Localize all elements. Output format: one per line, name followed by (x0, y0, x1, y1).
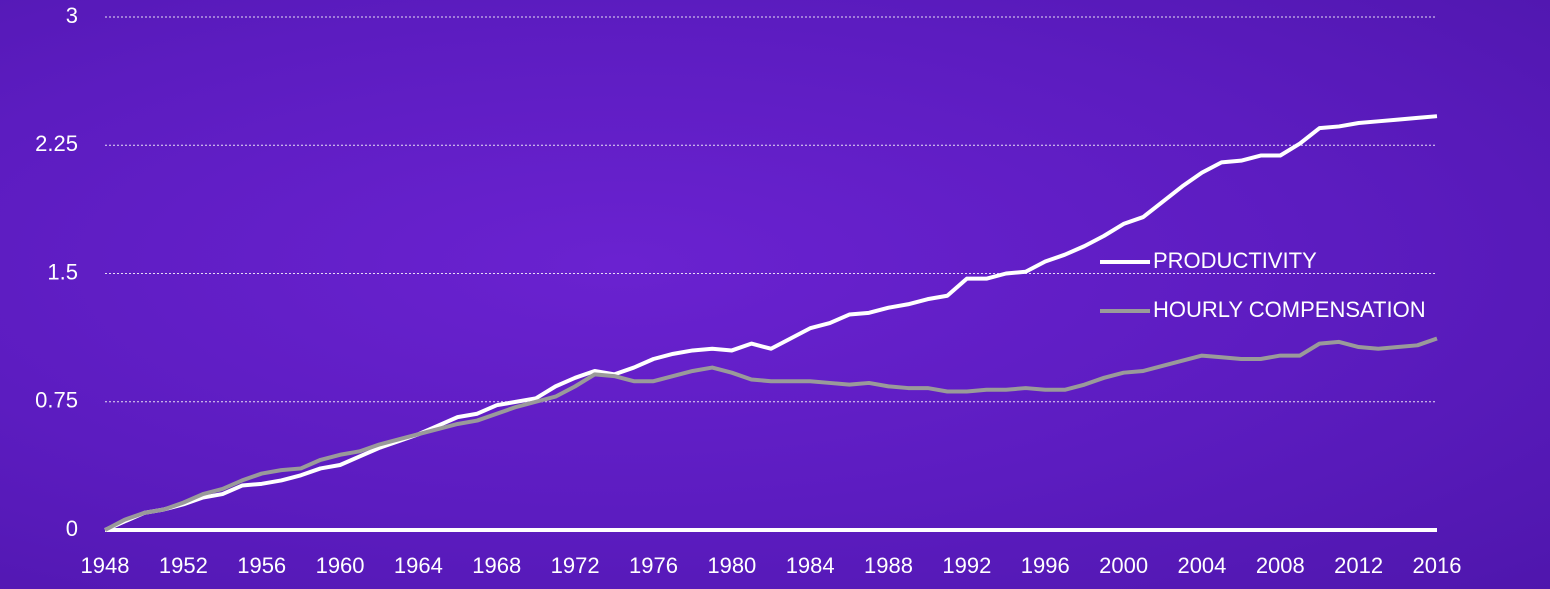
x-tick-label: 1988 (864, 553, 913, 578)
y-tick-label: 0.75 (35, 388, 78, 413)
x-tick-label: 1968 (472, 553, 521, 578)
series-line (105, 338, 1437, 530)
legend-label: HOURLY COMPENSATION (1153, 297, 1426, 322)
x-tick-label: 1992 (942, 553, 991, 578)
x-tick-label: 1976 (629, 553, 678, 578)
x-tick-label: 1972 (551, 553, 600, 578)
page: 0 0.75 1.5 2.25 3 1948 1952 1956 1960 1964 1968 197… (0, 0, 1550, 589)
x-tick-label: 2016 (1413, 553, 1462, 578)
x-tick-label: 2008 (1256, 553, 1305, 578)
x-tick-label: 1980 (707, 553, 756, 578)
x-tick-label: 2012 (1334, 553, 1383, 578)
x-tick-label: 1956 (237, 553, 286, 578)
x-tick-label: 1960 (316, 553, 365, 578)
chart: 0 0.75 1.5 2.25 3 1948 1952 1956 1960 1964 1968 197… (0, 0, 1550, 589)
y-tick-label: 1.5 (47, 259, 78, 284)
x-tick-label: 1964 (394, 553, 443, 578)
x-tick-label: 2004 (1177, 553, 1226, 578)
x-tick-label: 2000 (1099, 553, 1148, 578)
x-tick-label: 1952 (159, 553, 208, 578)
x-tick-label: 1996 (1021, 553, 1070, 578)
y-tick-label: 0 (66, 516, 78, 541)
legend-label: PRODUCTIVITY (1153, 248, 1317, 273)
x-tick-label: 1948 (81, 553, 130, 578)
y-tick-label: 3 (66, 3, 78, 28)
x-tick-label: 1984 (786, 553, 835, 578)
y-tick-label: 2.25 (35, 131, 78, 156)
